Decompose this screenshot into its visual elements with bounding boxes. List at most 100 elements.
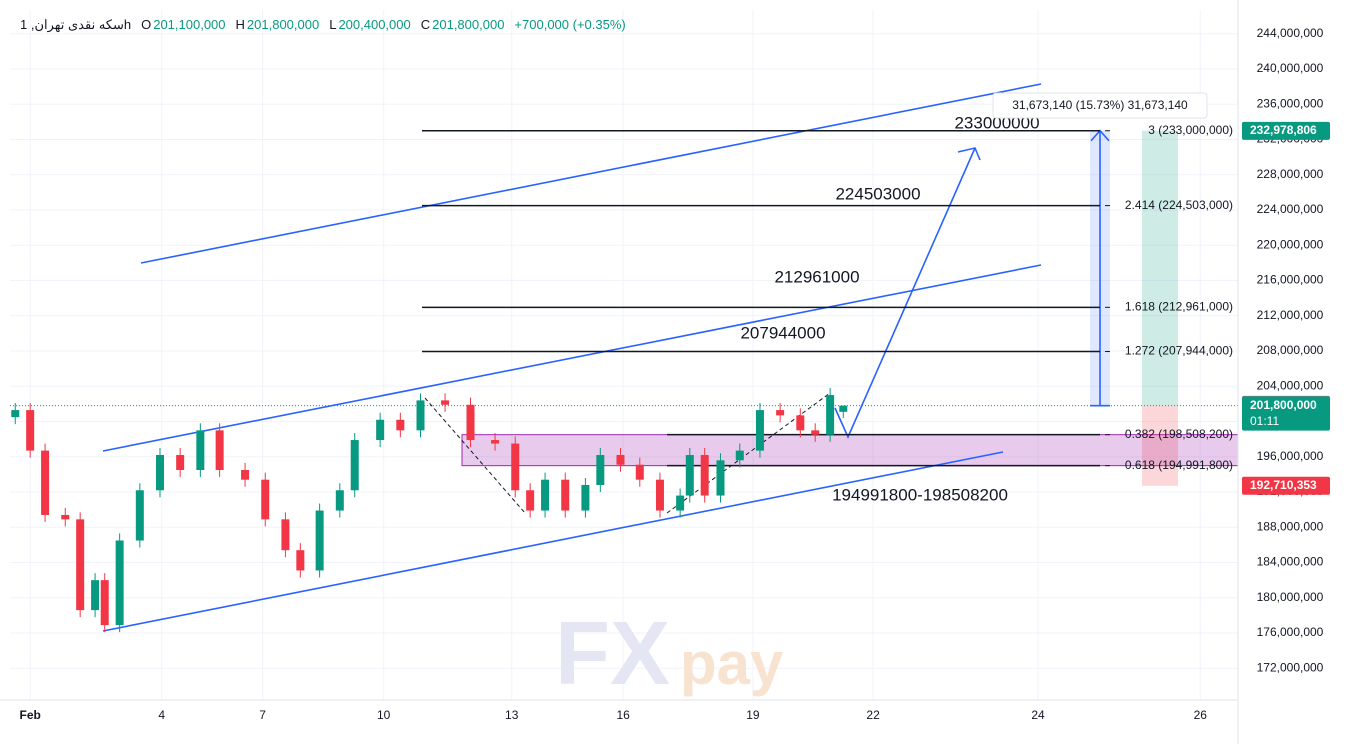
candle-body xyxy=(335,490,344,511)
x-tick-label: 19 xyxy=(746,708,760,722)
channel-lines xyxy=(102,83,1042,632)
candle-body xyxy=(596,455,605,485)
candle-body xyxy=(839,405,848,412)
candle-body xyxy=(416,400,425,431)
header-text: 200,400,000 xyxy=(338,17,411,32)
candle-body xyxy=(281,519,290,551)
annotation: 194991800-198508200 xyxy=(832,485,1008,504)
x-tick-label: Feb xyxy=(20,708,41,722)
candle-body xyxy=(215,430,224,470)
candle-body xyxy=(811,430,820,435)
measure-label: 31,673,140 (15.73%) 31,673,140 xyxy=(1012,98,1188,112)
y-tick-label: 204,000,000 xyxy=(1257,378,1324,392)
y-tick-label: 172,000,000 xyxy=(1257,660,1324,674)
zigzag xyxy=(424,392,831,514)
countdown: 01:11 xyxy=(1250,414,1279,428)
zigzag-line xyxy=(666,392,831,514)
y-tick-label: 212,000,000 xyxy=(1257,308,1324,322)
header-text: 201,800,000 xyxy=(432,17,505,32)
zigzag-line xyxy=(424,397,526,514)
header-text: O xyxy=(141,17,152,32)
candle-body xyxy=(655,479,664,511)
channel-line xyxy=(102,264,1042,452)
y-tick-label: 196,000,000 xyxy=(1257,449,1324,463)
fib-label: 0.382 (198,508,200) xyxy=(1125,427,1233,441)
candle-body xyxy=(511,443,520,491)
y-tick-label: 228,000,000 xyxy=(1257,167,1324,181)
candle-body xyxy=(466,404,475,441)
price-tag-label: 192,710,353 xyxy=(1250,478,1317,492)
y-tick-label: 180,000,000 xyxy=(1257,590,1324,604)
candle-body xyxy=(716,460,725,496)
candle-body xyxy=(776,410,785,416)
header-text: +700,000 (+0.35%) xyxy=(514,17,626,32)
candle-body xyxy=(676,495,685,511)
candle-body xyxy=(700,455,709,496)
measure-box xyxy=(992,92,1208,119)
candle-body xyxy=(115,540,124,626)
zones xyxy=(10,129,1239,486)
candle-body xyxy=(685,455,694,496)
forecast-arrow xyxy=(834,147,976,439)
candle-body xyxy=(76,519,85,611)
y-tick-label: 188,000,000 xyxy=(1257,519,1324,533)
header-text: 201,800,000 xyxy=(246,17,320,32)
y-tick-label: 208,000,000 xyxy=(1257,343,1324,357)
candle-body xyxy=(91,580,100,611)
y-tick-label: 184,000,000 xyxy=(1257,555,1324,569)
y-tick-label: 240,000,000 xyxy=(1257,61,1324,75)
arrow-head xyxy=(957,147,981,161)
candle-body xyxy=(350,440,359,491)
watermark: FX xyxy=(555,604,670,704)
candle-body xyxy=(26,410,35,451)
x-tick-label: 10 xyxy=(377,708,391,722)
candle-body xyxy=(441,400,450,405)
header-text: L xyxy=(329,17,337,32)
legend-header: سکه نقدی تهران, 1h O 201,100,000 H 201,800,0… xyxy=(20,17,628,33)
annotation: 224503000 xyxy=(835,184,920,203)
header-text: 201,100,000 xyxy=(153,17,226,32)
fib-label: 0.618 (194,991,800) xyxy=(1125,458,1233,472)
fib-label: 1.272 (207,944,000) xyxy=(1125,344,1233,358)
fib-label: 3 (233,000,000) xyxy=(1148,123,1233,137)
x-tick-label: 26 xyxy=(1194,708,1208,722)
annotation: 207944000 xyxy=(740,323,825,342)
x-tick-label: 13 xyxy=(505,708,519,722)
candle-body xyxy=(241,470,250,480)
candle-body xyxy=(526,490,535,511)
y-tick-label: 244,000,000 xyxy=(1257,26,1324,40)
annotation: 212961000 xyxy=(774,267,859,286)
price-tag-label: 201,800,000 xyxy=(1250,398,1317,412)
fib-label: 1.618 (212,961,000) xyxy=(1125,299,1233,313)
header-text: سکه نقدی تهران, 1h xyxy=(20,17,132,32)
channel-line xyxy=(102,451,1004,632)
y-tick-label: 216,000,000 xyxy=(1257,273,1324,287)
target-zone xyxy=(1142,130,1178,406)
watermark: pay xyxy=(680,630,784,697)
candle-body xyxy=(196,430,205,470)
y-tick-label: 224,000,000 xyxy=(1257,202,1324,216)
candle-body xyxy=(261,479,270,520)
stop-zone xyxy=(1142,405,1178,486)
candle-body xyxy=(581,484,590,511)
header-text: C xyxy=(420,17,431,32)
candle-body xyxy=(491,440,500,444)
candle-body xyxy=(635,464,644,480)
candle-body xyxy=(155,455,164,491)
price-tag-label: 232,978,806 xyxy=(1250,123,1317,137)
y-tick-label: 176,000,000 xyxy=(1257,625,1324,639)
candle-body xyxy=(41,450,50,515)
candle-body xyxy=(561,479,570,511)
candle-body xyxy=(296,550,305,571)
candle-body xyxy=(735,450,744,461)
x-tick-label: 16 xyxy=(616,708,630,722)
candle-body xyxy=(826,395,835,435)
candle-body xyxy=(396,419,405,431)
price-tag xyxy=(1242,396,1330,431)
fib-levels: 3 (233,000,000) 2.414 (224,503,000) 1.618 … xyxy=(422,123,1233,472)
candle-body xyxy=(755,410,764,451)
candle-body xyxy=(315,510,324,571)
